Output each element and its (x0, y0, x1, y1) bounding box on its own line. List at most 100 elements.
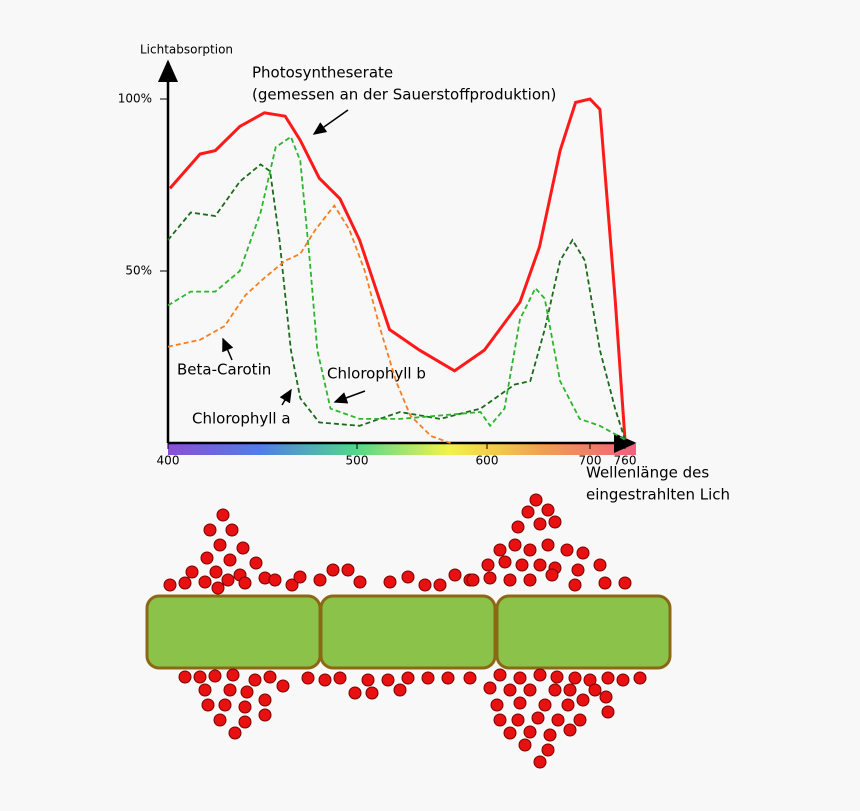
bubble (550, 670, 564, 684)
bubble (163, 578, 177, 592)
bubble (601, 705, 615, 719)
bubble (503, 683, 517, 697)
bubble (223, 683, 237, 697)
x-tick-label: 600 (476, 454, 499, 468)
annotation: (gemessen an der Sauerstoffproduktion) (252, 86, 556, 104)
bubble (441, 671, 455, 685)
bubble (561, 698, 575, 712)
bubble (293, 570, 307, 584)
bubble (213, 713, 227, 727)
curve (168, 97, 627, 440)
bubble (571, 563, 585, 577)
bubble (573, 713, 587, 727)
bubble (433, 578, 447, 592)
bubble (209, 565, 223, 579)
x-tick-label: 400 (157, 454, 180, 468)
bubble (198, 683, 212, 697)
bubble (421, 671, 435, 685)
bubble (333, 671, 347, 685)
bubble (523, 683, 537, 697)
bubble (218, 698, 232, 712)
bubble (618, 576, 632, 590)
bubble (301, 671, 315, 685)
bubble (276, 679, 290, 693)
bubble (258, 693, 272, 707)
series-label: Chlorophyll b (327, 365, 426, 383)
oxygen-bubbles (163, 493, 647, 769)
bubble (238, 576, 252, 590)
bubble (361, 673, 375, 687)
bubble (178, 670, 192, 684)
bubble (563, 683, 577, 697)
bubble (211, 581, 225, 595)
bubble (313, 573, 327, 587)
bubble (216, 508, 230, 522)
bubble (533, 517, 547, 531)
bubble (523, 725, 537, 739)
bubble (493, 543, 507, 557)
bubble (226, 668, 240, 682)
bubble (513, 671, 527, 685)
bubble (401, 671, 415, 685)
bubble (598, 576, 612, 590)
bubble (513, 696, 527, 710)
bubble (481, 558, 495, 572)
bubble (178, 576, 192, 590)
bubble (599, 690, 613, 704)
bubble (466, 573, 480, 587)
bubble (616, 673, 630, 687)
bubble (493, 668, 507, 682)
bubble (518, 738, 532, 752)
bubble (541, 743, 555, 757)
bubble (393, 683, 407, 697)
bubble (593, 558, 607, 572)
bubble (543, 728, 557, 742)
bubble (353, 575, 367, 589)
bubble (588, 683, 602, 697)
bubble (523, 573, 537, 587)
bubble (490, 698, 504, 712)
bubble (545, 568, 559, 582)
bubble (238, 715, 252, 729)
bubble (326, 563, 340, 577)
bubble (548, 683, 562, 697)
bubble (318, 673, 332, 687)
bubble (365, 686, 379, 700)
bubble (203, 523, 217, 537)
bubble (258, 708, 272, 722)
bubble (551, 713, 565, 727)
bubble (249, 556, 263, 570)
bubble (238, 700, 252, 714)
bubble (533, 755, 547, 769)
bubble (228, 726, 242, 740)
bubble (463, 671, 477, 685)
bubble (541, 503, 555, 517)
bubble (633, 671, 647, 685)
x-tick-label: 700 (579, 454, 602, 468)
curve (167, 163, 626, 440)
y-label: Lichtabsorption (140, 43, 233, 57)
bubble (531, 711, 545, 725)
curve (167, 204, 451, 444)
bubble (268, 573, 282, 587)
bubble (568, 671, 582, 685)
bubble (483, 681, 497, 695)
bubble (529, 493, 543, 507)
y-tick-label: 50% (125, 264, 152, 278)
bubble (225, 523, 239, 537)
bubble (503, 573, 517, 587)
bubble (508, 538, 522, 552)
series-label: Beta-Carotin (177, 361, 271, 379)
x-tick-label: 500 (346, 454, 369, 468)
bubble (448, 568, 462, 582)
bubble (208, 669, 222, 683)
bubble (503, 726, 517, 740)
bubble (201, 698, 215, 712)
bubble (223, 553, 237, 567)
bubble (185, 565, 199, 579)
bubble (576, 546, 590, 560)
bubble (533, 558, 547, 572)
bubble (563, 723, 577, 737)
bubble (418, 578, 432, 592)
x-tick-label: 760 (614, 454, 637, 468)
